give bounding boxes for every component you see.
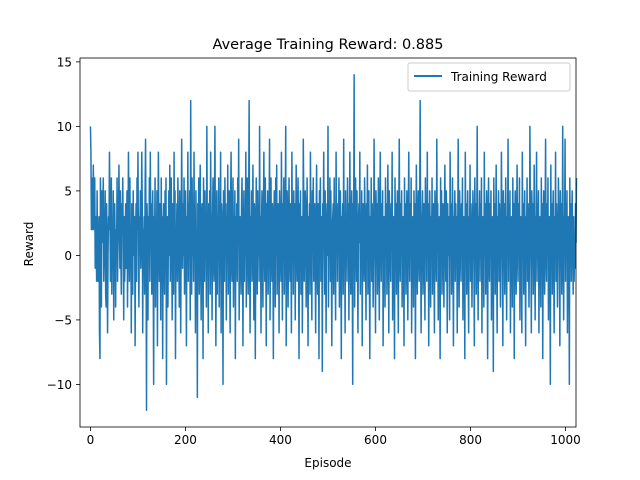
y-axis-label: Reward: [22, 222, 36, 267]
x-tick-label: 0: [87, 433, 95, 447]
y-tick-label: 15: [57, 55, 72, 69]
axes-frame: [79, 57, 577, 428]
x-axis-label: Episode: [304, 456, 351, 470]
legend: Training Reward: [407, 62, 571, 92]
y-tick-label: 10: [57, 120, 72, 134]
x-tick-label: 1000: [550, 433, 581, 447]
legend-label: Training Reward: [450, 70, 547, 84]
series-line-0: [89, 74, 578, 411]
plot-area: 0 200 400 600 800 1000 −10 −5 0 5 10 15: [47, 55, 581, 447]
y-tick-label: 0: [64, 249, 72, 263]
legend-box: [407, 62, 571, 92]
x-tick-label: 200: [174, 433, 197, 447]
y-tick-label: −10: [47, 378, 72, 392]
x-tick-label: 600: [364, 433, 387, 447]
y-tick-label: 5: [64, 184, 72, 198]
x-tick-label: 400: [269, 433, 292, 447]
y-tick-label: −5: [54, 313, 72, 327]
x-tick-label: 800: [459, 433, 482, 447]
chart-title: Average Training Reward: 0.885: [213, 37, 444, 53]
